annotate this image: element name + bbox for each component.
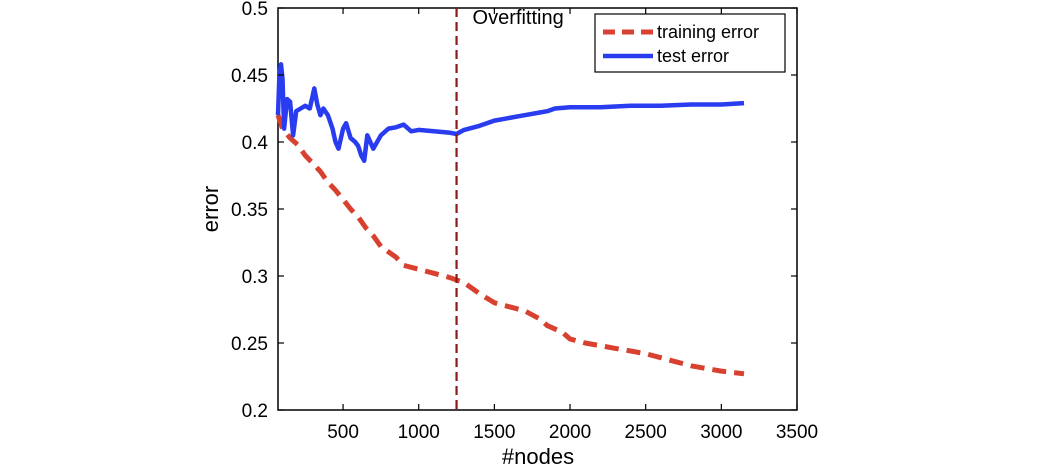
x-tick-label: 500 (327, 422, 359, 443)
legend-label-training-error: training error (657, 22, 759, 42)
series-group (275, 62, 745, 377)
series-line-training-error (275, 114, 745, 377)
y-tick-label: 0.4 (242, 133, 269, 154)
x-tick-label: 2500 (625, 422, 667, 443)
y-tick-label: 0.3 (242, 267, 268, 288)
x-axis-label: #nodes (502, 444, 574, 469)
x-tick-label: 1500 (473, 422, 515, 443)
legend: training error test error (594, 13, 786, 73)
overfitting-label: Overfitting (473, 7, 564, 29)
legend-box (594, 13, 786, 73)
y-tick-label: 0.45 (231, 66, 268, 87)
y-axis-label: error (198, 186, 223, 232)
y-tick-label: 0.35 (231, 200, 268, 221)
y-tick-label: 0.5 (242, 0, 268, 20)
legend-label-test-error: test error (657, 46, 729, 66)
annotation-group: Overfitting (455, 7, 564, 410)
x-tick-label: 1000 (398, 422, 440, 443)
axes-group: 500 1000 1500 2000 2500 3000 3500 0.2 0.25 0.3 0.3… (231, 0, 818, 443)
y-tick-label: 0.2 (242, 401, 268, 422)
x-tick-label: 3500 (776, 422, 818, 443)
y-tick-label: 0.25 (231, 334, 268, 355)
series-line-test-error (275, 62, 745, 164)
x-tick-label: 3000 (700, 422, 742, 443)
x-tick-label: 2000 (549, 422, 591, 443)
